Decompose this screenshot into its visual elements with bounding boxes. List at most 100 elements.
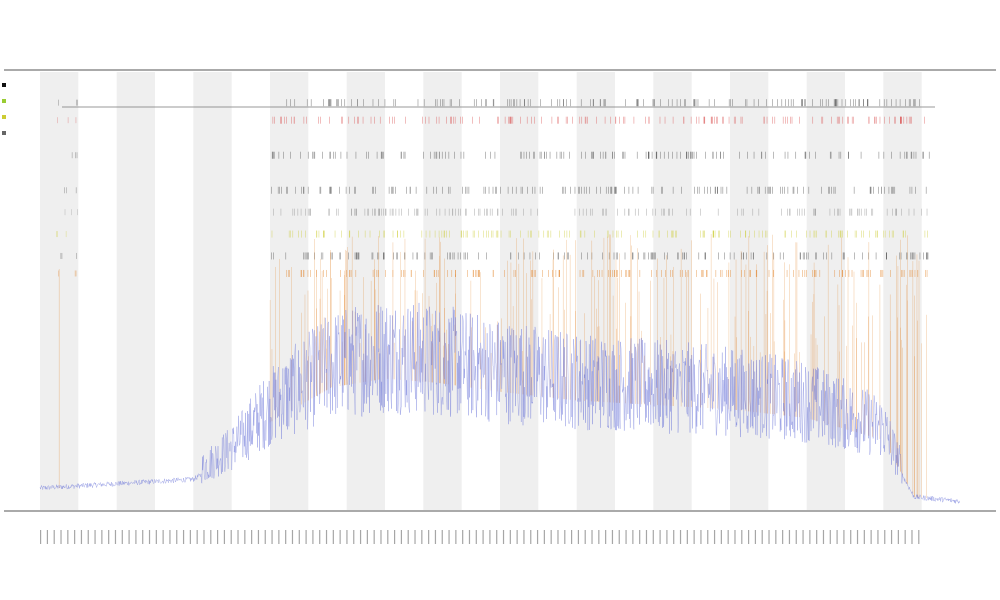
x-tick-label — [652, 530, 654, 544]
baseline-trace-line — [39, 302, 960, 504]
x-tick-label — [502, 530, 505, 544]
x-tick-label — [394, 530, 396, 544]
x-tick-label — [101, 530, 103, 544]
x-tick-label — [46, 530, 49, 544]
x-tick-label — [829, 530, 831, 544]
x-tick-label — [489, 530, 491, 544]
x-tick-label — [448, 530, 450, 544]
x-tick-label — [884, 530, 886, 544]
x-tick-label — [40, 530, 42, 544]
x-tick-label — [618, 530, 620, 544]
x-tick-label — [414, 530, 416, 544]
x-tick-label — [598, 530, 600, 544]
x-tick-label — [60, 530, 62, 544]
x-tick-label — [264, 530, 266, 544]
legend-swatch — [2, 131, 6, 135]
x-tick-label — [659, 530, 661, 544]
x-tick-label — [462, 530, 464, 544]
x-tick-label — [775, 530, 777, 544]
x-tick-label — [189, 530, 191, 544]
baseline-trace-series — [39, 302, 960, 504]
x-tick-label — [918, 530, 920, 544]
x-tick-label — [169, 530, 171, 544]
x-tick-label — [673, 530, 675, 544]
x-tick-label — [339, 530, 341, 544]
x-tick-label — [373, 530, 375, 544]
x-tick-label — [400, 530, 403, 544]
x-tick-label — [298, 530, 300, 544]
band — [270, 72, 309, 510]
x-tick-label — [625, 530, 627, 544]
x-tick-label — [142, 530, 144, 544]
x-tick-label — [312, 530, 314, 544]
x-tick-label — [605, 530, 607, 544]
axes — [4, 69, 996, 512]
x-tick-label — [904, 530, 906, 544]
x-tick-label — [475, 530, 477, 544]
x-tick-label — [87, 530, 89, 544]
x-tick-label — [707, 530, 709, 544]
x-tick-label — [128, 530, 130, 544]
x-tick-label — [251, 530, 253, 544]
x-tick-label — [468, 530, 471, 544]
x-tick-label — [802, 530, 804, 544]
legend-swatch — [2, 99, 6, 103]
x-tick-label — [407, 530, 409, 544]
band — [500, 72, 539, 510]
x-tick-label — [162, 530, 164, 544]
x-tick-label — [795, 530, 797, 544]
x-tick-label — [856, 530, 859, 544]
x-tick-label — [359, 530, 362, 544]
x-tick-label — [822, 530, 825, 544]
x-tick-label — [666, 530, 668, 544]
x-tick-label — [591, 530, 593, 544]
x-tick-label — [155, 530, 157, 544]
band — [730, 72, 769, 510]
x-tick-label — [108, 530, 110, 544]
x-tick-label — [114, 530, 117, 544]
x-tick-label — [611, 530, 614, 544]
x-tick-label — [135, 530, 137, 544]
x-tick-label — [536, 530, 539, 544]
x-tick-label — [748, 530, 750, 544]
x-tick-label — [496, 530, 498, 544]
x-tick-label — [271, 530, 273, 544]
x-tick-label — [305, 530, 307, 544]
legend — [2, 80, 16, 144]
x-tick-label — [332, 530, 334, 544]
x-tick-label — [850, 530, 852, 544]
x-tick-label — [686, 530, 688, 544]
x-tick-label — [319, 530, 321, 544]
legend-item — [2, 128, 16, 144]
band — [653, 72, 692, 510]
x-tick-label — [237, 530, 239, 544]
x-tick-label — [523, 530, 525, 544]
x-tick-label — [788, 530, 791, 544]
x-tick-label — [346, 530, 348, 544]
x-tick-label — [543, 530, 545, 544]
x-tick-label — [455, 530, 457, 544]
x-tick-label — [639, 530, 641, 544]
x-tick-label — [727, 530, 729, 544]
x-tick-label — [278, 530, 280, 544]
x-tick-label — [809, 530, 811, 544]
band — [806, 72, 845, 510]
x-tick-label — [768, 530, 770, 544]
x-tick-label — [223, 530, 226, 544]
x-tick-label — [74, 530, 76, 544]
x-tick-label — [679, 530, 682, 544]
x-tick-label — [516, 530, 518, 544]
x-tick-label — [693, 530, 695, 544]
x-tick-label — [877, 530, 879, 544]
x-tick-label — [421, 530, 423, 544]
legend-swatch — [2, 83, 6, 87]
x-tick-label — [428, 530, 430, 544]
x-tick-label — [509, 530, 511, 544]
x-tick-label — [734, 530, 736, 544]
x-tick-label — [741, 530, 743, 544]
x-tick-label — [182, 530, 185, 544]
band — [116, 72, 155, 510]
x-tick-label — [870, 530, 872, 544]
x-tick-label — [550, 530, 552, 544]
x-tick-label — [863, 530, 865, 544]
